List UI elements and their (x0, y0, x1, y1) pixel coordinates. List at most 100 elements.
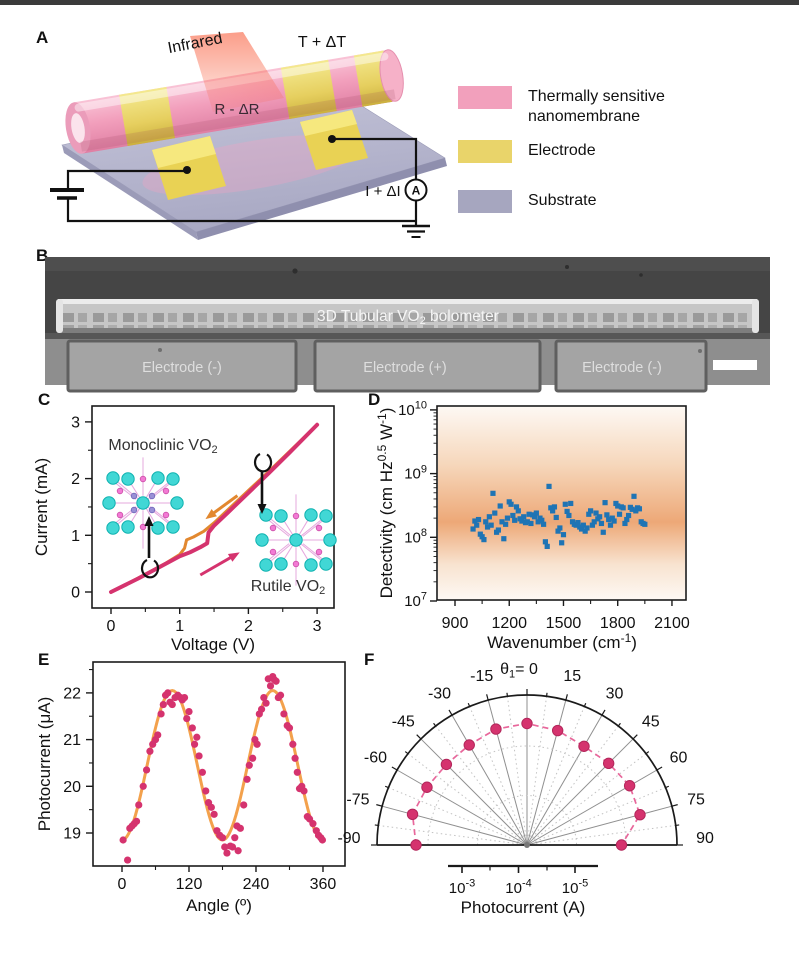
polar-tick (565, 694, 568, 701)
c-y-axis-label: Current (mA) (32, 458, 51, 556)
polar-tick (416, 734, 422, 740)
polar-grid-dotted (378, 824, 519, 845)
data-point (495, 527, 501, 533)
oxygen-atom (269, 524, 277, 532)
legend-item-electrode: Electrode (458, 140, 596, 163)
vanadium-atom (106, 471, 120, 485)
nanomembrane-label: Thermally sensitive nanomembrane (528, 86, 665, 127)
y-tick-label: 1010 (398, 400, 427, 419)
data-point (582, 528, 588, 534)
x-tick-label: 1200 (491, 615, 527, 632)
substrate-label: Substrate (528, 192, 597, 209)
legend-item-substrate: Substrate (458, 190, 596, 213)
data-point (253, 740, 261, 748)
background-band (438, 407, 685, 599)
data-point (615, 503, 621, 509)
sem-scale-bar (713, 360, 757, 370)
data-point (531, 514, 538, 520)
oxygen-atom (116, 487, 124, 495)
data-point (276, 691, 285, 699)
data-point (642, 521, 648, 527)
polar-grid-dotted (533, 753, 647, 840)
vanadium-atom (259, 558, 273, 572)
data-point (210, 810, 218, 818)
data-point (146, 747, 154, 755)
data-point (285, 724, 294, 732)
x-tick-label: 1800 (600, 615, 636, 632)
data-point (557, 525, 563, 531)
vanadium-atom (121, 520, 135, 534)
data-point (625, 512, 632, 519)
data-point (560, 532, 567, 538)
polar-tick (448, 709, 453, 716)
polar-grid-dotted (535, 824, 676, 845)
theta-zero-label: θ1= 0 (500, 661, 538, 681)
transition-arrow-head (257, 504, 267, 514)
current-label: I + ΔI (365, 183, 400, 200)
data-point (562, 501, 568, 507)
angle-tick-label: -60 (364, 750, 387, 767)
oxygen-atom (130, 506, 138, 514)
arrow-head (227, 552, 240, 562)
data-point (221, 843, 229, 851)
data-point (548, 505, 554, 511)
sem-electrode-center-label: Electrode (+) (363, 360, 446, 376)
data-point (535, 519, 541, 525)
oxygen-atom (162, 487, 170, 495)
data-point (185, 707, 193, 716)
data-point (593, 510, 599, 516)
vanadium-atom (289, 533, 303, 547)
panel-f-polar-chart: -90 -75 -60 -45 -30 -15 15 30 45 60 75 90 10-3 10-4 10… (337, 661, 714, 917)
panel-a-label: A (36, 28, 49, 47)
page-top-border (0, 0, 799, 5)
rutile-annotation: Rutile VO2 (251, 578, 326, 597)
sem-tube (58, 299, 757, 333)
polar-grid-line (451, 714, 527, 844)
data-point (553, 514, 559, 521)
vanadium-atom (121, 472, 135, 486)
sem-tube-highlight (58, 299, 757, 304)
oxygen-atom (148, 506, 156, 514)
polar-grid-dotted (469, 706, 525, 837)
polar-tick (632, 734, 638, 740)
data-point (566, 512, 572, 519)
data-point (223, 849, 231, 857)
data-point (515, 508, 521, 514)
polar-tick (404, 751, 409, 755)
data-point (481, 537, 487, 543)
data-point (550, 508, 556, 514)
data-point (245, 761, 253, 769)
y-tick-label: 3 (71, 414, 80, 431)
sem-tube-label: 3D Tubular VO2 bolometer (317, 308, 499, 327)
polar-grid-line (420, 738, 527, 845)
electrode-swatch (458, 140, 512, 163)
polar-grid-line (528, 769, 658, 845)
y-tick-label: 1 (71, 528, 80, 545)
polar-grid-arc (477, 795, 577, 846)
data-point (157, 710, 165, 718)
data-point (202, 787, 210, 795)
data-point (551, 724, 564, 737)
polar-tick (384, 785, 389, 789)
data-point (504, 515, 511, 521)
data-point (207, 803, 215, 811)
angle-tick-label: 15 (563, 668, 581, 685)
data-point (132, 817, 141, 825)
data-point (180, 693, 189, 702)
data-point (633, 508, 639, 514)
panel-f-label: F (364, 650, 375, 669)
y-tick-label: 20 (63, 779, 81, 796)
polar-grid-dotted (388, 787, 519, 843)
data-point (291, 754, 299, 762)
polar-tick (391, 766, 398, 771)
polar-grid-line (528, 805, 673, 846)
data-point (600, 529, 606, 535)
data-point (526, 511, 532, 517)
vanadium-atom (106, 521, 120, 535)
data-point (406, 808, 419, 821)
oxygen-atom (269, 548, 277, 556)
sem-electrode-pads (66, 339, 708, 393)
f-radial-axis-label: Photocurrent (A) (461, 898, 586, 917)
panel-d-label: D (368, 390, 381, 409)
